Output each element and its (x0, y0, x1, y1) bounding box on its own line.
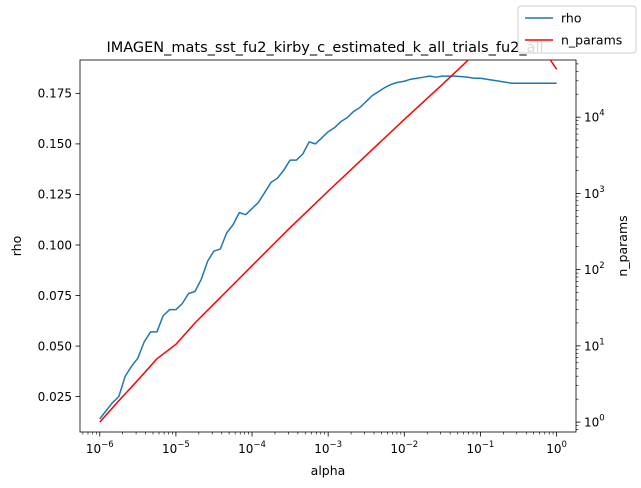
x-tick-label: 10−4 (238, 440, 266, 456)
x-tick-label: 100 (546, 440, 567, 456)
y-right-axis-ticks: 100 101 102 103 104 (576, 63, 605, 430)
y-right-tick-label: 101 (584, 337, 605, 353)
y-left-axis-label: rho (9, 236, 24, 257)
y-left-tick-label: 0.075 (38, 289, 72, 303)
y-left-axis-ticks: 0.025 0.050 0.075 0.100 0.125 0.150 0.175 (38, 87, 80, 404)
y-left-tick-label: 0.150 (38, 137, 72, 151)
x-axis-label: alpha (311, 463, 346, 478)
y-left-tick-label: 0.125 (38, 188, 72, 202)
y-left-tick-label: 0.175 (38, 87, 72, 101)
legend: rho n_params (517, 5, 637, 54)
x-tick-label: 10−1 (467, 440, 495, 456)
legend-label-rho: rho (561, 11, 582, 26)
y-right-tick-label: 100 (584, 414, 605, 430)
series-line-n-params (99, 60, 558, 423)
series-layer (99, 60, 558, 423)
y-right-tick-label: 102 (584, 261, 605, 277)
x-tick-label: 10−5 (162, 440, 190, 456)
y-left-tick-label: 0.100 (38, 238, 72, 252)
y-right-tick-label: 104 (584, 109, 605, 125)
y-left-tick-label: 0.050 (38, 339, 72, 353)
x-tick-label: 10−2 (390, 440, 418, 456)
series-line-rho (99, 75, 557, 420)
chart-title: IMAGEN_mats_sst_fu2_kirby_c_estimated_k_… (106, 40, 543, 56)
y-left-tick-label: 0.025 (38, 390, 72, 404)
y-right-tick-label: 103 (584, 185, 605, 201)
x-tick-label: 10−6 (86, 440, 114, 456)
x-tick-label: 10−3 (314, 440, 342, 456)
legend-label-n-params: n_params (561, 33, 622, 48)
x-axis-ticks: 10−6 10−5 10−4 10−3 10−2 10−1 100 (82, 432, 567, 456)
y-right-axis-label: n_params (615, 215, 630, 276)
